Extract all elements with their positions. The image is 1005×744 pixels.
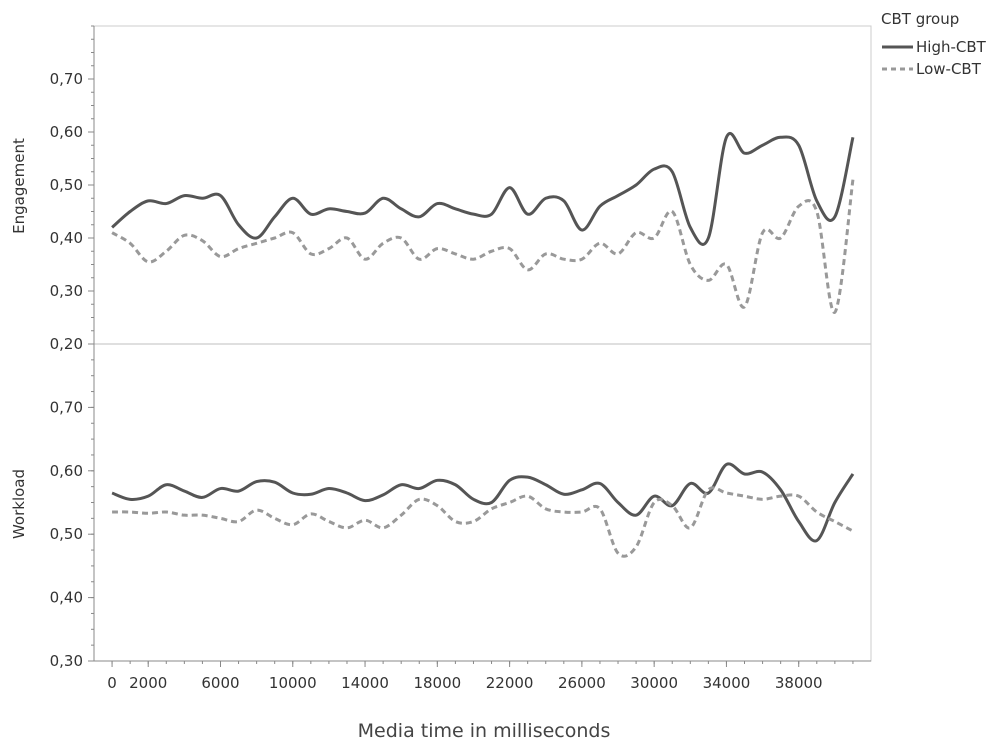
- series-line-workload-high-cbt: [111, 462, 855, 543]
- x-tick-label: 10000: [269, 674, 317, 692]
- y-tick-label-engagement: 0,20: [50, 335, 83, 353]
- y-axis-title-workload: Workload: [10, 469, 28, 539]
- legend-title: CBT group: [881, 10, 959, 28]
- axes: [88, 25, 871, 667]
- legend: CBT group High-CBT Low-CBT: [881, 10, 987, 78]
- y-tick-label-engagement: 0,50: [50, 176, 83, 194]
- x-tick-label: 30000: [630, 674, 678, 692]
- y-tick-label-engagement: 0,30: [50, 282, 83, 300]
- axis-labels: 0 2000 6000 10000 14000 18000 22000 26000 30000 3…: [50, 70, 823, 692]
- x-axis-title: Media time in milliseconds: [358, 720, 611, 742]
- x-tick-label: 26000: [558, 674, 606, 692]
- legend-label-low-cbt: Low-CBT: [916, 60, 982, 78]
- series-line-engagement-low-cbt: [111, 179, 855, 314]
- plot-frame: [93, 25, 872, 662]
- x-tick-label: 34000: [703, 674, 751, 692]
- y-tick-label-engagement: 0,70: [50, 70, 83, 88]
- y-tick-label-workload: 0,60: [50, 462, 83, 480]
- y-axis-title-engagement: Engagement: [10, 138, 28, 234]
- y-tick-label-engagement: 0,40: [50, 229, 83, 247]
- y-tick-label-workload: 0,30: [50, 652, 83, 670]
- series-lines: [111, 132, 855, 558]
- x-tick-label: 6000: [201, 674, 239, 692]
- y-tick-label-workload: 0,50: [50, 525, 83, 543]
- x-tick-label: 2000: [129, 674, 167, 692]
- legend-label-high-cbt: High-CBT: [916, 38, 987, 56]
- series-line-engagement-high-cbt: [111, 132, 855, 246]
- series-line-workload-low-cbt: [112, 486, 854, 558]
- x-tick-label: 18000: [413, 674, 461, 692]
- y-tick-label-workload: 0,40: [50, 589, 83, 607]
- y-tick-label-engagement: 0,60: [50, 123, 83, 141]
- y-tick-label-workload: 0,70: [50, 398, 83, 416]
- x-tick-label: 22000: [486, 674, 534, 692]
- x-tick-label: 14000: [341, 674, 389, 692]
- x-tick-label: 0: [107, 674, 117, 692]
- x-tick-label: 38000: [775, 674, 823, 692]
